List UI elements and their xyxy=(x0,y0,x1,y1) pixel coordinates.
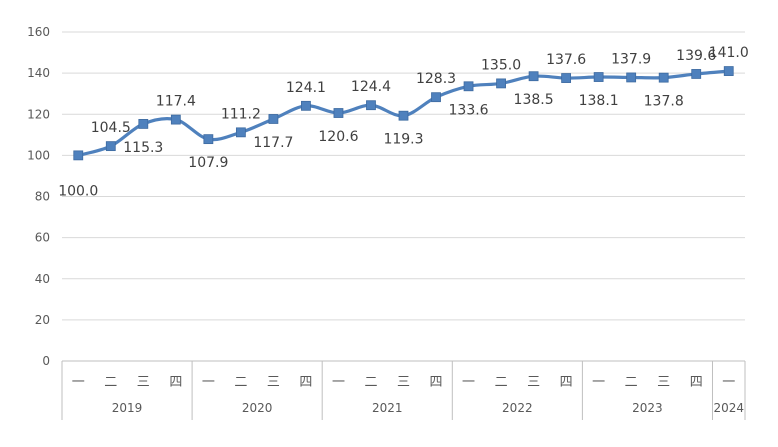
x-category-label: 四 xyxy=(690,375,703,390)
x-year-label: 2019 xyxy=(112,401,143,415)
data-label: 141.0 xyxy=(709,45,749,61)
x-year-label: 2024 xyxy=(713,401,744,415)
data-point-marker xyxy=(268,114,279,124)
data-point-marker xyxy=(463,81,474,92)
x-category-label: 三 xyxy=(527,375,540,390)
data-label: 137.9 xyxy=(611,51,651,67)
x-category-label: 二 xyxy=(234,375,247,390)
x-year-label: 2022 xyxy=(502,401,533,415)
data-point-marker xyxy=(496,78,506,89)
data-label: 115.3 xyxy=(123,140,163,156)
y-tick-label: 100 xyxy=(27,148,50,162)
y-tick-label: 140 xyxy=(27,66,50,80)
data-point-marker xyxy=(593,72,604,82)
x-year-label: 2020 xyxy=(242,401,273,415)
data-label: 100.0 xyxy=(58,183,98,199)
data-label: 119.3 xyxy=(383,132,423,148)
x-category-label: 四 xyxy=(560,375,573,390)
data-point-marker xyxy=(723,66,734,76)
x-category-label: 一 xyxy=(722,375,735,390)
data-label: 138.5 xyxy=(514,92,554,108)
x-category-label: 三 xyxy=(397,375,410,390)
data-label: 117.4 xyxy=(156,94,196,110)
data-point-marker xyxy=(170,114,181,125)
y-tick-label: 80 xyxy=(35,190,50,204)
data-label: 120.6 xyxy=(318,129,358,145)
data-label: 117.7 xyxy=(253,135,293,151)
data-point-marker xyxy=(73,150,84,161)
data-point-marker xyxy=(398,110,409,121)
y-tick-label: 160 xyxy=(27,25,50,39)
data-point-marker xyxy=(366,100,376,111)
data-label: 138.1 xyxy=(579,93,619,109)
x-category-label: 四 xyxy=(299,375,312,390)
data-point-marker xyxy=(105,141,116,152)
y-tick-label: 40 xyxy=(35,272,50,286)
data-point-marker xyxy=(691,69,702,79)
data-label: 107.9 xyxy=(188,155,228,171)
x-category-label: 二 xyxy=(104,375,117,390)
x-category-label: 二 xyxy=(495,375,508,390)
x-category-label: 一 xyxy=(332,375,345,390)
x-category-label: 二 xyxy=(364,375,377,390)
y-tick-label: 60 xyxy=(35,231,50,245)
data-label: 104.5 xyxy=(91,120,131,136)
data-point-marker xyxy=(431,92,441,103)
x-category-label: 四 xyxy=(430,375,443,390)
data-label: 139.6 xyxy=(676,48,716,64)
x-category-label: 四 xyxy=(169,375,182,390)
data-label: 124.1 xyxy=(286,80,326,96)
x-year-label: 2023 xyxy=(632,401,663,415)
x-category-label: 三 xyxy=(657,375,670,390)
data-point-marker xyxy=(658,72,669,83)
x-category-label: 三 xyxy=(137,375,150,390)
x-category-label: 二 xyxy=(625,375,638,390)
y-tick-label: 20 xyxy=(35,313,50,327)
data-point-marker xyxy=(333,108,344,118)
data-label: 137.8 xyxy=(644,94,684,110)
x-year-label: 2021 xyxy=(372,401,403,415)
data-point-marker xyxy=(301,100,311,111)
data-point-marker xyxy=(561,73,572,83)
data-point-marker xyxy=(203,134,214,145)
data-point-marker xyxy=(235,127,246,138)
x-category-label: 一 xyxy=(202,375,215,390)
data-label: 137.6 xyxy=(546,52,586,68)
data-point-marker xyxy=(528,71,539,82)
x-category-label: 一 xyxy=(592,375,605,390)
x-category-label: 一 xyxy=(72,375,85,390)
y-tick-label: 120 xyxy=(27,107,50,121)
data-label: 128.3 xyxy=(416,71,456,87)
data-point-marker xyxy=(626,72,637,83)
y-tick-label: 0 xyxy=(42,354,50,368)
data-point-marker xyxy=(138,119,149,129)
x-category-label: 一 xyxy=(462,375,475,390)
x-category-label: 三 xyxy=(267,375,280,390)
data-label: 124.4 xyxy=(351,79,391,95)
data-label: 111.2 xyxy=(221,106,261,122)
data-label: 133.6 xyxy=(449,102,489,118)
data-label: 135.0 xyxy=(481,57,521,73)
